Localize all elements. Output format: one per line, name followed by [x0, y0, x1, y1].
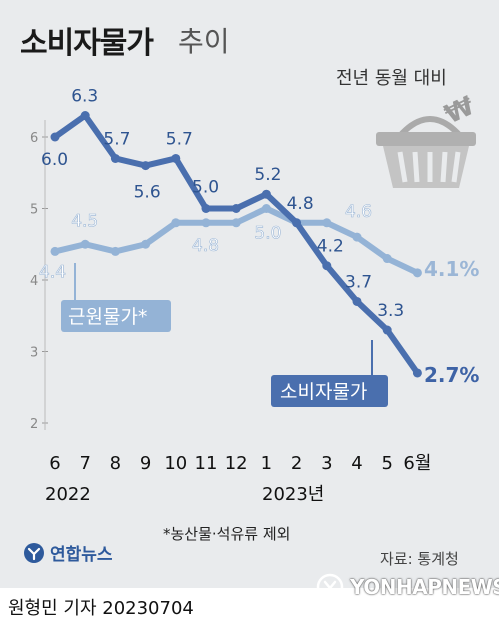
chart-subtitle: 전년 동월 대비	[336, 68, 447, 89]
data-label-core: 4.4	[39, 262, 66, 282]
logo-text: 연합뉴스	[50, 545, 113, 565]
data-point	[231, 218, 241, 228]
watermark-text: YONHAPNEWS	[350, 575, 499, 599]
x-tick-label: 11	[195, 453, 218, 474]
data-point	[412, 268, 422, 278]
data-label-cpi: 5.0	[192, 178, 219, 198]
data-point	[382, 254, 392, 264]
data-point	[110, 153, 120, 163]
y-tick-label: 6	[30, 131, 38, 146]
x-tick-label: 7	[79, 453, 90, 474]
chart-panel	[0, 0, 499, 588]
yonhap-logo: 연합뉴스	[22, 540, 113, 565]
chart-title-suffix: 추이	[178, 25, 230, 58]
data-point	[50, 132, 60, 142]
x-tick-label: 4	[351, 453, 362, 474]
data-point	[141, 161, 151, 171]
data-label-cpi: 4.8	[287, 194, 314, 214]
data-label-cpi: 6.3	[71, 87, 98, 107]
data-point	[261, 204, 271, 213]
data-label-core: 5.0	[254, 224, 281, 244]
x-tick-label: 12	[225, 453, 248, 474]
data-point	[292, 218, 302, 228]
data-label-core-last: 4.1%	[424, 257, 479, 281]
data-point	[382, 325, 392, 335]
data-point	[171, 153, 181, 163]
data-point	[171, 218, 181, 228]
cpi-legend-box	[271, 375, 388, 407]
data-label-cpi: 3.3	[377, 301, 404, 321]
footnote: *농산물·석유류 제외	[163, 525, 291, 543]
data-point	[201, 218, 211, 228]
data-point	[412, 368, 422, 378]
x-tick-label: 5	[381, 453, 392, 474]
y-tick-label: 3	[30, 346, 38, 361]
data-point	[352, 232, 362, 242]
core-legend-label: 근원물가*	[68, 306, 147, 328]
y-tick-label: 4	[30, 274, 38, 289]
cpi-legend-label: 소비자물가	[280, 381, 367, 403]
data-label-core: 4.5	[71, 211, 98, 231]
x-tick-label: 3	[321, 453, 332, 474]
x-tick-label: 9	[140, 453, 151, 474]
x-tick-label: 6월	[403, 453, 431, 474]
data-label-core: 4.8	[192, 236, 219, 256]
watermark-icon	[316, 573, 344, 601]
x-tick-label: 10	[164, 453, 187, 474]
data-point	[110, 246, 120, 256]
core-legend-box	[61, 300, 171, 332]
data-point	[80, 239, 90, 249]
x-year-label: 2023년	[262, 484, 324, 505]
data-point	[261, 189, 271, 199]
x-year-label: 2022	[45, 484, 91, 505]
watermark: YONHAPNEWS	[316, 573, 499, 601]
yonhap-logo-icon	[24, 542, 44, 563]
line-chart: 23456₩6.06.35.75.65.75.05.24.84.23.73.32…	[30, 87, 479, 505]
data-point	[50, 246, 60, 256]
x-tick-label: 2	[291, 453, 302, 474]
data-point	[80, 111, 90, 121]
x-tick-label: 8	[110, 453, 121, 474]
data-label-cpi-last: 2.7%	[424, 363, 479, 387]
x-tick-label: 1	[261, 453, 272, 474]
y-tick-label: 5	[30, 203, 38, 218]
data-label-cpi: 4.2	[317, 237, 344, 257]
data-label-cpi: 6.0	[41, 150, 68, 170]
x-tick-label: 6	[49, 453, 60, 474]
data-label-cpi: 5.2	[254, 165, 281, 185]
source-note: 자료: 통계청	[380, 550, 459, 568]
data-label-cpi: 5.6	[134, 183, 161, 203]
shopping-basket-won-icon: ₩	[376, 91, 479, 188]
data-label-cpi: 3.7	[345, 272, 372, 292]
data-point	[231, 204, 241, 213]
byline: 원형민 기자 20230704	[8, 598, 194, 619]
y-tick-label: 2	[30, 417, 38, 432]
data-label-core: 4.6	[345, 202, 372, 222]
data-point	[322, 261, 332, 271]
data-point	[201, 204, 211, 213]
data-point	[141, 239, 151, 249]
chart-title: 소비자물가	[20, 26, 154, 61]
data-point	[322, 218, 332, 228]
data-point	[352, 296, 362, 306]
data-label-cpi: 5.7	[103, 129, 130, 149]
data-label-cpi: 5.7	[166, 129, 193, 149]
